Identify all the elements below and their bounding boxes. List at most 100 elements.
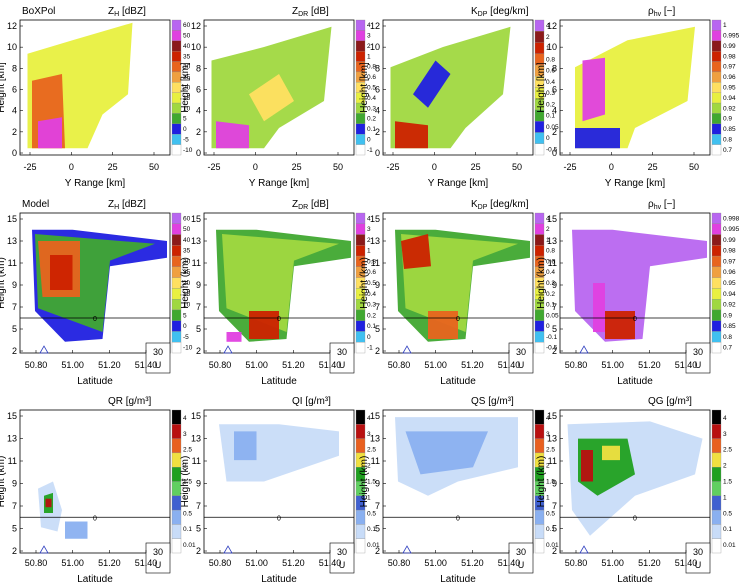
colorbar-segment [355,538,366,554]
colorbar-tick-label: 5 [183,312,187,319]
y-tick-label: 9 [375,280,380,290]
y-tick-label: 8 [12,63,17,73]
colorbar-tick-label: 4 [546,23,550,30]
colorbar-tick-label: 3 [546,431,550,438]
colorbar-segment [711,481,722,496]
colorbar-segment [711,134,722,145]
wind-key-box [329,342,355,374]
wind-key-unit: U [339,360,346,370]
panel-title: KDP [deg/km] [471,6,529,18]
y-tick-label: 15 [370,214,380,224]
y-tick-label: 15 [547,411,557,421]
colorbar-tick-label: 1 [183,494,187,501]
colorbar-segment [534,19,545,32]
radar-location-icon [223,545,233,554]
contour-label: 0 [93,316,97,323]
contour-label: 0 [633,316,637,323]
colorbar-tick-label: 0.5 [546,510,555,517]
x-tick-label: 51.00 [245,360,268,370]
colorbar-segment [711,452,722,468]
colorbar-tick-label: 1 [546,237,550,244]
y-tick-label: 4 [552,106,557,116]
colorbar-tick-label: 0.2 [367,312,376,319]
colorbar-segment [711,266,722,278]
colorbar-tick-label: 0.3 [546,90,555,97]
colorbar-tick-label: 2 [367,43,371,50]
colorbar-segment [534,42,545,54]
y-axis-label: Height (km) [0,456,7,508]
colorbar-segment [711,51,722,62]
colorbar-segment [534,331,545,343]
colorbar-tick-label: 2.5 [546,447,555,454]
colorbar-tick-label: 0.1 [546,302,555,309]
x-tick-label: 51.20 [638,558,661,568]
x-axis-label: Latitude [261,376,297,387]
colorbar-tick-label: 2.5 [367,447,376,454]
wind-key-unit: U [339,560,346,570]
y-tick-label: 6 [12,85,17,95]
contour-label: 0 [277,515,281,522]
colorbar-segment [534,342,545,354]
y-tick-label: 12 [191,21,201,31]
wind-key-box [685,342,711,374]
wind-key-value: 30 [516,547,526,557]
colorbar-tick-label: 0.98 [723,53,736,60]
colorbar-segment [355,424,366,439]
colorbar-segment [711,19,722,31]
y-tick-label: 13 [191,236,201,246]
y-axis-label: Height (km) [180,456,191,508]
colorbar-segment [711,82,722,93]
x-tick-label: 25 [471,162,481,172]
x-axis-label: Latitude [440,574,476,584]
field-region [575,26,695,149]
wind-key-unit: U [518,560,525,570]
colorbar-tick-label: 0.2 [546,101,555,108]
x-tick-label: 51.40 [498,558,521,568]
x-tick-label: 51.40 [319,360,342,370]
y-tick-label: 9 [12,280,17,290]
y-tick-label: 0 [375,148,380,158]
y-tick-label: 11 [548,258,557,268]
y-tick-label: 5 [12,524,17,534]
colorbar-segment [355,438,366,454]
colorbar-tick-label: 2 [546,226,550,233]
colorbar-segment [534,212,545,224]
x-tick-label: 0 [69,162,74,172]
colorbar-tick-label: 0.995 [723,226,740,233]
colorbar-segment [534,524,545,539]
field-region [249,74,294,122]
panel-title: ρhv [−] [648,199,676,211]
colorbar-tick-label: 5 [183,116,187,123]
y-tick-label: 7 [552,302,557,312]
y-tick-label: 0 [552,148,557,158]
colorbar-segment [534,143,545,156]
x-axis-label: Y Range [km] [428,178,489,189]
colorbar-tick-label: 3 [367,33,371,40]
colorbar-tick-label: 2 [183,463,187,470]
y-tick-label: 4 [375,106,380,116]
colorbar-tick-label: 0.5 [367,510,376,517]
colorbar-tick-label: 0.6 [546,258,555,265]
colorbar-segment [355,223,366,235]
colorbar-segment [355,113,366,124]
colorbar-tick-label: -10 [183,345,193,352]
colorbar-tick-label: 0.01 [367,542,380,549]
wind-key-unit: U [518,360,525,370]
colorbar-segment [355,309,366,321]
field-region [605,311,635,339]
colorbar-tick-label: 0.95 [723,85,736,92]
y-tick-label: 15 [547,214,557,224]
colorbar-tick-label: 3 [367,226,371,233]
contour-label: 0 [277,316,281,323]
x-tick-label: 50.80 [388,558,411,568]
colorbar-tick-label: -5 [183,334,189,341]
colorbar-segment [171,245,182,257]
panel-title: ZH [dBZ] [108,6,146,18]
colorbar-segment [171,309,182,321]
colorbar-tick-label: 0.5 [367,280,376,287]
field-region [581,450,593,482]
y-axis-label: Height (km) [359,456,370,508]
